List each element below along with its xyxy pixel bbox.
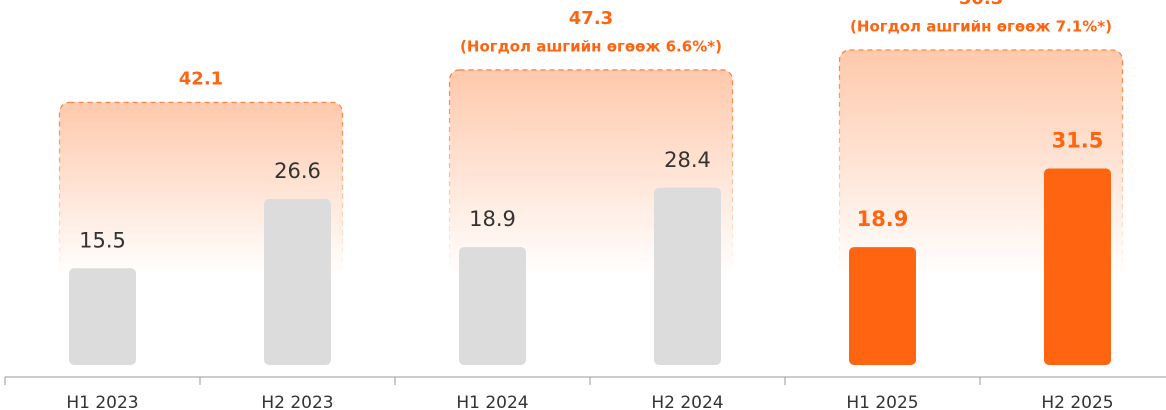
- group-note: (Ногдол ашгийн өгөөж 7.1%*): [850, 17, 1112, 35]
- bar: [69, 268, 136, 365]
- value-label: 31.5: [1052, 128, 1104, 152]
- group-total: 50.5: [959, 0, 1003, 9]
- bar: [654, 187, 721, 365]
- bar: [1044, 168, 1111, 365]
- group-total: 47.3: [569, 8, 613, 29]
- group-note: (Ногдол ашгийн өгөөж 6.6%*): [460, 37, 722, 55]
- value-label: 18.9: [857, 207, 909, 231]
- x-tick-label: H2 2024: [651, 393, 723, 410]
- bar: [849, 247, 916, 365]
- x-tick-label: H1 2023: [66, 393, 138, 410]
- value-label: 15.5: [79, 228, 126, 252]
- value-label: 18.9: [469, 207, 516, 231]
- x-tick-label: H2 2023: [261, 393, 333, 410]
- bar: [264, 199, 331, 365]
- x-tick-label: H2 2025: [1041, 393, 1113, 410]
- value-label: 28.4: [664, 148, 711, 172]
- x-tick-label: H1 2024: [456, 393, 528, 410]
- x-tick-label: H1 2025: [846, 393, 918, 410]
- group-total: 42.1: [179, 68, 223, 89]
- bar: [459, 247, 526, 365]
- value-label: 26.6: [274, 159, 321, 183]
